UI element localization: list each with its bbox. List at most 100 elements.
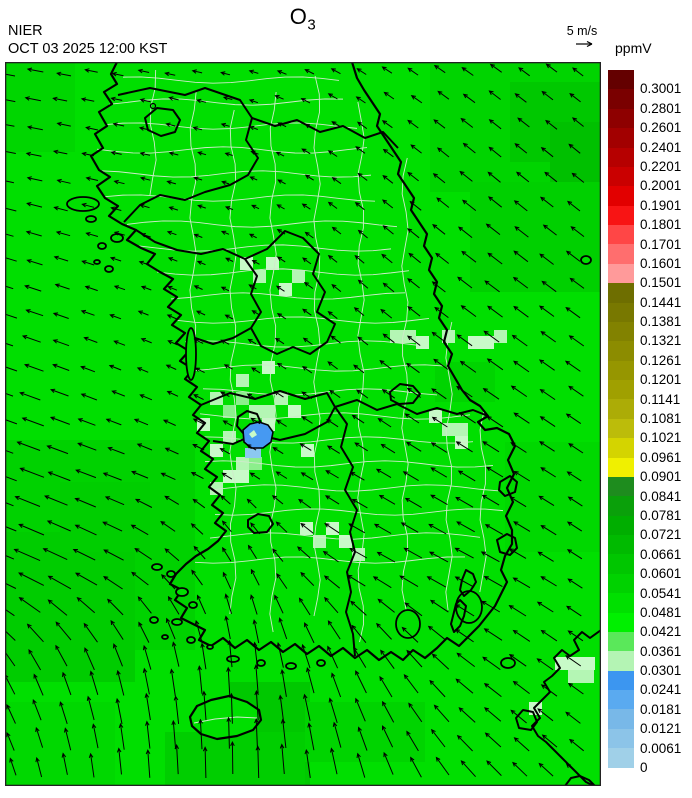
county-boundary (176, 316, 430, 324)
wind-arrow (538, 359, 555, 371)
wind-arrow (249, 176, 258, 181)
concentration-patch (210, 444, 223, 457)
colorbar-cell (608, 205, 634, 225)
wind-arrow (109, 314, 122, 320)
colorbar-tick-label: 0.1201 (640, 372, 682, 388)
wind-arrow (224, 593, 232, 614)
concentration-patch (236, 374, 249, 387)
wind-arrow (280, 718, 287, 749)
wind-arrow (173, 695, 180, 724)
wind-arrow (304, 123, 315, 130)
wind-arrow (251, 310, 261, 316)
colorbar-cell (608, 166, 634, 187)
wind-arrow (536, 658, 554, 671)
wind-arrow (433, 704, 450, 723)
concentration-patch (416, 336, 429, 349)
colorbar-cell (608, 515, 634, 535)
wind-arrow (5, 608, 15, 617)
wind-arrow (538, 762, 554, 777)
wind-arrow (304, 231, 314, 239)
wind-arrow (304, 622, 315, 644)
county-boundary (193, 716, 258, 724)
wind-arrow (145, 720, 151, 749)
wind-arrow (408, 252, 422, 264)
wind-arrow (301, 416, 313, 424)
wind-arrow (110, 150, 122, 156)
colorbar-cell (608, 496, 634, 516)
wind-arrow (64, 727, 72, 751)
wind-arrow (52, 312, 69, 319)
wind-arrow (454, 576, 475, 588)
wind-arrow (25, 309, 44, 317)
wind-arrow (327, 254, 338, 263)
colorbar-cell (608, 438, 634, 458)
wind-arrow (488, 119, 502, 130)
wind-arrow (486, 358, 504, 371)
wind-arrow (487, 196, 503, 208)
wind-arrow (5, 73, 16, 77)
wind-arrow (566, 521, 583, 532)
wind-arrow (5, 674, 16, 695)
wind-arrow (410, 144, 422, 154)
wind-arrow (191, 69, 203, 74)
wind-arrow (483, 628, 503, 641)
wind-arrow (351, 414, 365, 424)
county-boundary (100, 170, 372, 178)
wind-arrow (433, 358, 449, 370)
wind-arrow (458, 412, 476, 424)
wind-arrow (164, 71, 176, 77)
wind-arrow (514, 226, 529, 238)
province-boundary (498, 475, 518, 497)
wind-arrow (25, 230, 42, 237)
wind-arrow (113, 231, 125, 236)
wind-arrow (513, 305, 529, 318)
wind-arrow (431, 388, 447, 400)
wind-arrow (431, 331, 447, 343)
wind-arrow (357, 172, 368, 181)
colorbar-tick-label: 0.1901 (640, 197, 682, 213)
wind-arrow (329, 389, 341, 399)
wind-arrow (254, 689, 259, 721)
island-coastline (531, 629, 601, 786)
wind-arrow (219, 448, 231, 455)
wind-arrow (331, 283, 342, 292)
wind-arrow (512, 276, 529, 289)
colorbar-cell (608, 670, 634, 690)
wind-arrow (567, 578, 583, 589)
wind-arrow (77, 418, 96, 426)
colorbar-tick-label: 0.0121 (640, 721, 682, 737)
wind-arrow (432, 173, 446, 184)
wind-arrow (325, 470, 339, 479)
concentration-patch (568, 670, 594, 683)
county-boundary (209, 484, 499, 492)
wind-arrow (104, 496, 125, 506)
wind-arrow (131, 571, 149, 586)
wind-arrow (47, 599, 68, 616)
wind-arrow (53, 255, 69, 262)
wind-arrow (202, 746, 208, 779)
wind-arrow (301, 148, 311, 155)
wind-arrow (24, 96, 41, 102)
province-boundary (334, 406, 358, 657)
wind-arrow (436, 147, 450, 158)
wind-arrow (376, 551, 396, 563)
wind-arrow (382, 174, 394, 184)
wind-arrow (324, 522, 340, 534)
wind-arrow (488, 90, 501, 100)
wind-arrow (201, 690, 207, 721)
colorbar-cell (608, 128, 634, 148)
colorbar-cell (608, 147, 634, 167)
province-boundary (247, 513, 274, 534)
wind-arrow (165, 364, 177, 370)
wind-arrow (302, 257, 312, 265)
wind-arrow (380, 308, 393, 319)
wind-arrow (136, 443, 153, 451)
colorbar-cell (608, 535, 634, 555)
wind-arrow (75, 469, 97, 479)
wind-arrow (112, 122, 125, 127)
wind-arrow (382, 333, 395, 344)
wind-arrow (21, 417, 44, 427)
wind-arrow (571, 117, 584, 127)
wind-arrow (14, 495, 41, 507)
island (151, 563, 163, 571)
